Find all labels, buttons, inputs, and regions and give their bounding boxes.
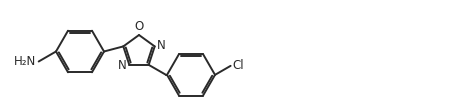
Text: H₂N: H₂N (14, 55, 36, 68)
Text: Cl: Cl (232, 59, 244, 72)
Text: N: N (156, 39, 165, 52)
Text: N: N (118, 59, 127, 72)
Text: O: O (134, 19, 143, 33)
